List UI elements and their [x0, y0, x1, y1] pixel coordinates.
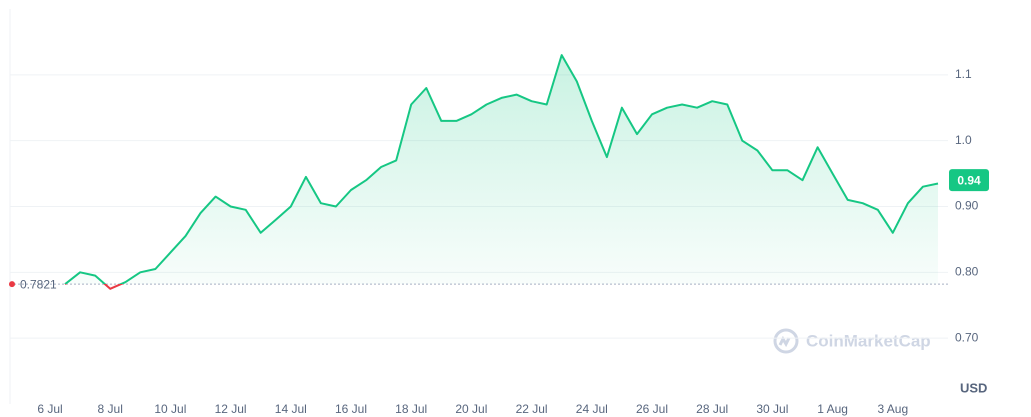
- baseline-dot: [9, 281, 15, 288]
- x-tick-label: 30 Jul: [756, 402, 788, 416]
- x-tick-label: 6 Jul: [37, 402, 62, 416]
- x-tick-label: 14 Jul: [275, 402, 307, 416]
- x-tick-label: 1 Aug: [817, 402, 848, 416]
- y-tick-label: 0.70: [955, 330, 979, 344]
- y-tick-label: 0.90: [955, 199, 979, 213]
- x-tick-label: 18 Jul: [395, 402, 427, 416]
- y-tick-label: 1.1: [955, 67, 972, 81]
- x-tick-label: 28 Jul: [696, 402, 728, 416]
- x-tick-label: 26 Jul: [636, 402, 668, 416]
- price-area: [65, 55, 938, 289]
- x-tick-label: 3 Aug: [877, 402, 908, 416]
- currency-label: USD: [960, 380, 987, 395]
- y-tick-label: 1.0: [955, 133, 972, 147]
- x-tick-label: 8 Jul: [98, 402, 123, 416]
- baseline-label: 0.7821: [20, 277, 57, 291]
- last-price-label: 0.94: [957, 173, 981, 187]
- watermark: CoinMarketCap: [806, 331, 931, 350]
- last-price-tag: [949, 169, 989, 192]
- x-tick-label: 10 Jul: [154, 402, 186, 416]
- x-tick-label: 20 Jul: [455, 402, 487, 416]
- price-line: [64, 54, 939, 290]
- x-tick-label: 22 Jul: [516, 402, 548, 416]
- y-tick-label: 0.80: [955, 265, 979, 279]
- x-tick-label: 12 Jul: [215, 402, 247, 416]
- x-tick-label: 16 Jul: [335, 402, 367, 416]
- watermark-logo: [773, 328, 799, 354]
- x-tick-label: 24 Jul: [576, 402, 608, 416]
